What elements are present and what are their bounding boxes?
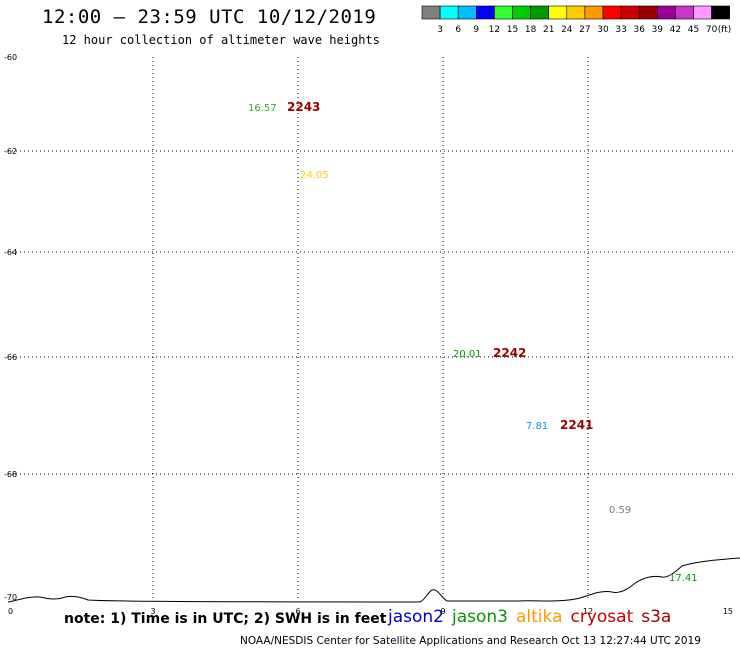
pass-time-label: 2241 [560,418,593,432]
scale-label: 39 [652,25,664,35]
latitude-label: -68 [4,470,17,479]
scale-label: 21 [543,25,554,35]
wave-height-label: 0.59 [609,505,631,516]
wave-height-label: 7.81 [526,421,548,432]
grid-lines [8,57,733,600]
footer-credit: NOAA/NESDIS Center for Satellite Applica… [240,635,701,647]
wave-height-label: 20.01 [453,349,482,360]
latitude-label: -60 [4,53,17,62]
legend-jason3: jason3 [452,607,508,627]
scale-label: 36 [633,25,645,35]
scale-label: 42 [670,25,681,35]
satellite-legend: jason2 jason3 altika cryosat s3a [388,607,679,627]
scale-label: 12 [489,25,500,35]
wave-height-label: 16.57 [248,103,277,114]
scale-label: 27 [579,25,590,35]
coastline [7,557,740,603]
latitude-label: -66 [4,353,17,362]
wave-height-label: 17.41 [669,573,698,584]
color-scale: 3 6 9 12 15 18 21 24 27 30 33 36 39 42 45 70 (ft) [421,5,732,35]
legend-altika: altika [516,607,563,627]
longitude-label: 0 [8,607,13,616]
scale-label: 45 [688,25,699,35]
latitude-label: -64 [4,248,17,257]
scale-label: 6 [455,25,461,35]
scale-label: 9 [473,25,479,35]
scale-label: 70 [706,25,718,35]
wave-height-label: 24.05 [300,170,329,181]
longitude-label: 9 [440,607,445,616]
map-title: 12:00 – 23:59 UTC 10/12/2019 [42,6,377,28]
scale-label: 24 [561,25,573,35]
pass-time-label: 2242 [493,346,526,360]
longitude-label: 12 [583,607,593,616]
legend-jason2: jason2 [388,607,444,627]
latitude-label: -70 [4,593,17,602]
scale-unit: (ft) [718,25,732,35]
scale-swatch [711,5,730,20]
scale-label: 18 [525,25,537,35]
scale-label: 33 [615,25,626,35]
legend-s3a: s3a [641,607,672,627]
longitude-label: 6 [295,607,300,616]
pass-time-label: 2243 [287,100,320,114]
latitude-label: -62 [4,147,17,156]
longitude-label: 15 [723,607,733,616]
map-subtitle: 12 hour collection of altimeter wave hei… [62,33,380,47]
scale-label: 3 [437,25,443,35]
scale-label: 15 [507,25,518,35]
axis-tick-labels: 0 3 6 9 12 15 -60 -62 -64 -66 -68 -70 [4,53,733,616]
units-note: note: 1) Time is in UTC; 2) SWH is in fe… [64,611,387,627]
legend-cryosat: cryosat [570,607,634,627]
longitude-label: 3 [150,607,155,616]
scale-label: 30 [597,25,609,35]
